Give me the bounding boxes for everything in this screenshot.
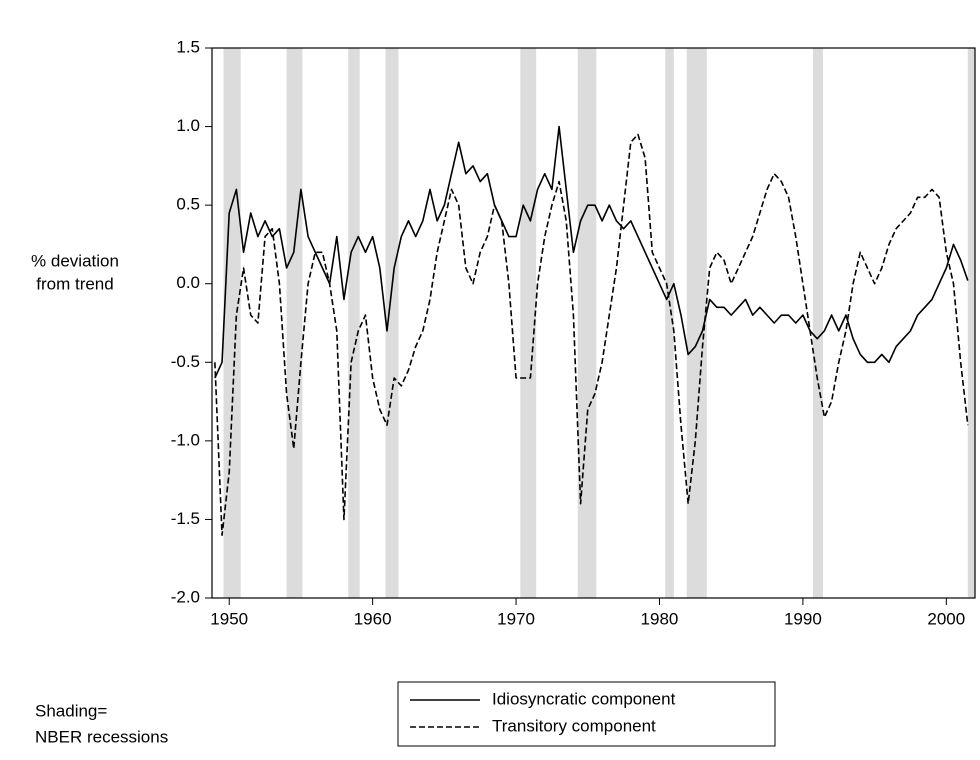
note: NBER recessions xyxy=(35,727,168,746)
legend-label: Transitory component xyxy=(492,716,656,735)
recession-shading xyxy=(577,48,597,598)
series-line xyxy=(214,125,969,379)
y-tick-label: -1.5 xyxy=(171,509,200,528)
x-tick-label: 1970 xyxy=(497,609,535,628)
recession-shading xyxy=(348,48,360,598)
y-tick-label: -2.0 xyxy=(171,587,200,606)
recession-shading xyxy=(286,48,303,598)
x-tick-label: 1980 xyxy=(641,609,679,628)
y-axis-label: % deviation xyxy=(31,251,119,270)
x-tick-label: 1990 xyxy=(784,609,822,628)
y-tick-label: 0.0 xyxy=(176,273,200,292)
plot-frame xyxy=(211,47,976,599)
recession-shading xyxy=(520,48,537,598)
note: Shading= xyxy=(35,701,107,720)
x-tick-label: 2000 xyxy=(927,609,965,628)
y-tick-label: -0.5 xyxy=(171,352,200,371)
legend xyxy=(397,681,776,747)
y-tick-label: -1.0 xyxy=(171,430,200,449)
series-line xyxy=(214,133,969,536)
recession-shading xyxy=(686,48,707,598)
recession-shading xyxy=(812,48,823,598)
recession-shading xyxy=(223,48,241,598)
legend-label: Idiosyncratic component xyxy=(492,689,676,708)
recession-shading xyxy=(385,48,399,598)
y-tick-label: 1.5 xyxy=(176,37,200,56)
y-axis-label: from trend xyxy=(36,274,113,293)
x-tick-label: 1950 xyxy=(210,609,248,628)
y-tick-label: 0.5 xyxy=(176,195,200,214)
y-tick-label: 1.0 xyxy=(176,116,200,135)
recession-shading xyxy=(967,48,975,598)
recession-shading xyxy=(665,48,674,598)
x-tick-label: 1960 xyxy=(354,609,392,628)
